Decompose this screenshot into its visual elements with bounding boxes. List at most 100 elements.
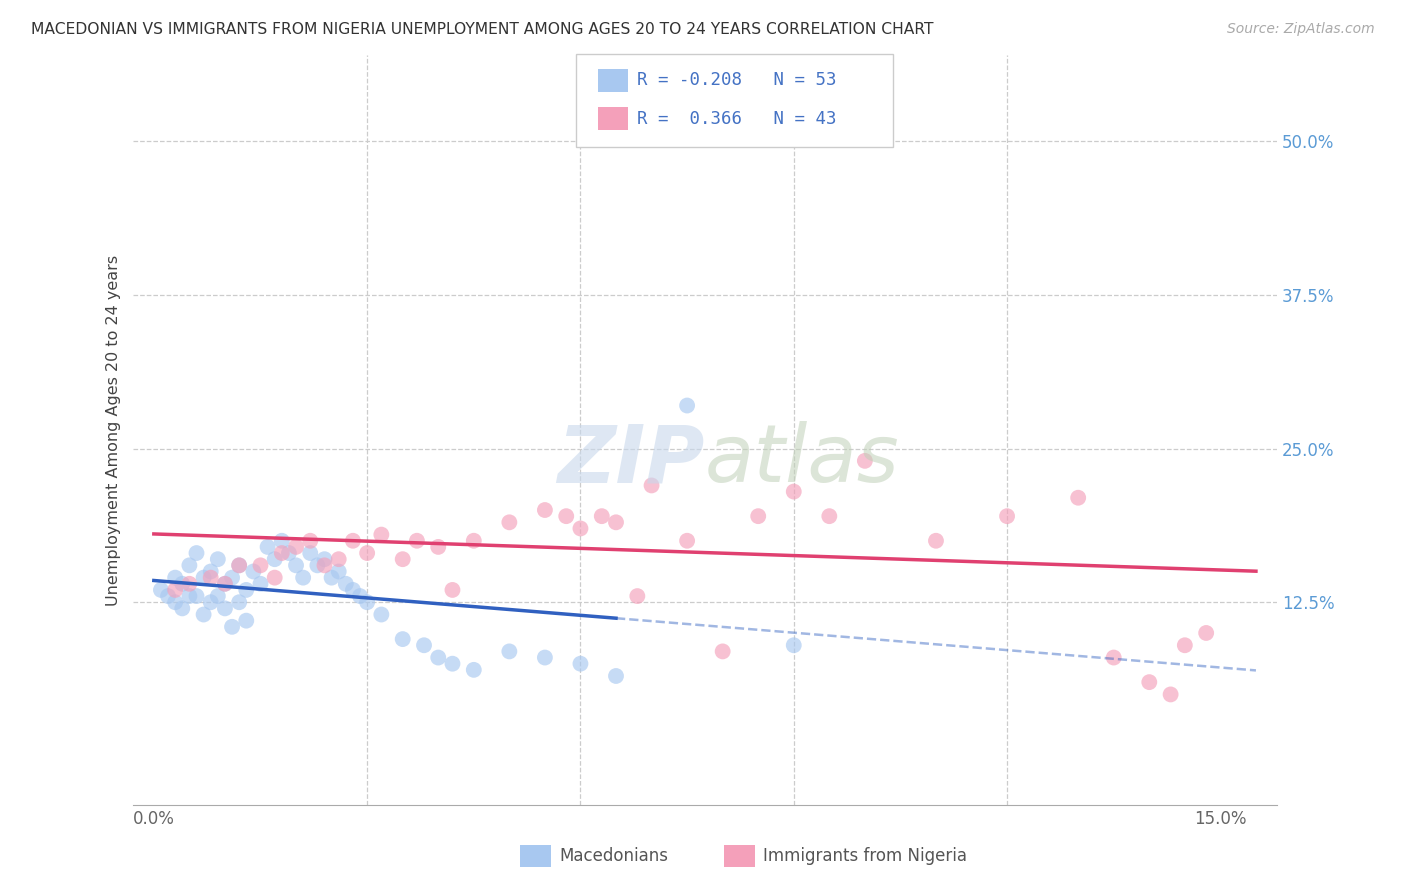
Point [165, 595, 187, 609]
Point [299, 546, 322, 560]
Point [498, 516, 520, 530]
Point [256, 540, 278, 554]
Text: MACEDONIAN VS IMMIGRANTS FROM NIGERIA UNEMPLOYMENT AMONG AGES 20 TO 24 YEARS COR: MACEDONIAN VS IMMIGRANTS FROM NIGERIA UN… [31, 22, 934, 37]
Point [285, 558, 308, 573]
Point [193, 607, 215, 622]
Point [605, 516, 627, 530]
Point [270, 533, 292, 548]
Point [853, 454, 876, 468]
Point [569, 657, 592, 671]
Point [569, 521, 592, 535]
Point [179, 589, 201, 603]
Point [406, 533, 429, 548]
Point [149, 582, 172, 597]
Point [328, 565, 350, 579]
Point [228, 595, 250, 609]
Point [321, 571, 343, 585]
Point [263, 571, 285, 585]
Text: ZIP: ZIP [558, 421, 704, 500]
Point [214, 576, 236, 591]
Point [783, 638, 806, 652]
Point [711, 644, 734, 658]
Point [228, 558, 250, 573]
Point [307, 558, 329, 573]
Text: Source: ZipAtlas.com: Source: ZipAtlas.com [1227, 22, 1375, 37]
Point [655, 128, 678, 142]
Text: atlas: atlas [704, 421, 900, 500]
Point [249, 576, 271, 591]
Point [370, 607, 392, 622]
Point [356, 546, 378, 560]
Point [277, 546, 299, 560]
Point [925, 533, 948, 548]
Point [463, 533, 485, 548]
Point [186, 589, 208, 603]
Point [221, 571, 243, 585]
Point [165, 571, 187, 585]
Point [172, 601, 194, 615]
Point [165, 582, 187, 597]
Point [640, 478, 662, 492]
Point [413, 638, 436, 652]
Point [1067, 491, 1090, 505]
Point [179, 558, 201, 573]
Point [200, 565, 222, 579]
Point [235, 614, 257, 628]
Point [335, 576, 357, 591]
Point [441, 657, 464, 671]
Point [193, 571, 215, 585]
Text: Macedonians: Macedonians [560, 847, 669, 865]
Point [249, 558, 271, 573]
Point [676, 533, 699, 548]
Point [1160, 688, 1182, 702]
Point [427, 650, 450, 665]
Point [391, 632, 413, 646]
Text: Immigrants from Nigeria: Immigrants from Nigeria [763, 847, 967, 865]
Point [207, 552, 229, 566]
Point [818, 509, 841, 524]
Point [783, 484, 806, 499]
Point [328, 552, 350, 566]
Point [342, 533, 364, 548]
Point [214, 601, 236, 615]
Point [242, 565, 264, 579]
Point [270, 546, 292, 560]
Text: R = -0.208   N = 53: R = -0.208 N = 53 [637, 71, 837, 89]
Point [626, 589, 648, 603]
Point [391, 552, 413, 566]
Y-axis label: Unemployment Among Ages 20 to 24 years: Unemployment Among Ages 20 to 24 years [107, 254, 121, 606]
Point [172, 576, 194, 591]
Point [463, 663, 485, 677]
Point [228, 558, 250, 573]
Point [427, 540, 450, 554]
Point [292, 571, 315, 585]
Point [1137, 675, 1160, 690]
Point [235, 582, 257, 597]
Point [285, 540, 308, 554]
Point [1102, 650, 1125, 665]
Point [591, 509, 613, 524]
Point [221, 620, 243, 634]
Point [441, 582, 464, 597]
Point [186, 546, 208, 560]
Text: R =  0.366   N = 43: R = 0.366 N = 43 [637, 110, 837, 128]
Point [676, 399, 699, 413]
Point [534, 650, 557, 665]
Point [555, 509, 578, 524]
Point [747, 509, 769, 524]
Point [179, 576, 201, 591]
Point [534, 503, 557, 517]
Point [299, 533, 322, 548]
Point [356, 595, 378, 609]
Point [349, 589, 371, 603]
Point [1174, 638, 1197, 652]
Point [314, 552, 336, 566]
Point [200, 571, 222, 585]
Point [207, 589, 229, 603]
Point [498, 644, 520, 658]
Point [370, 527, 392, 541]
Point [214, 576, 236, 591]
Point [157, 589, 180, 603]
Point [342, 582, 364, 597]
Point [314, 558, 336, 573]
